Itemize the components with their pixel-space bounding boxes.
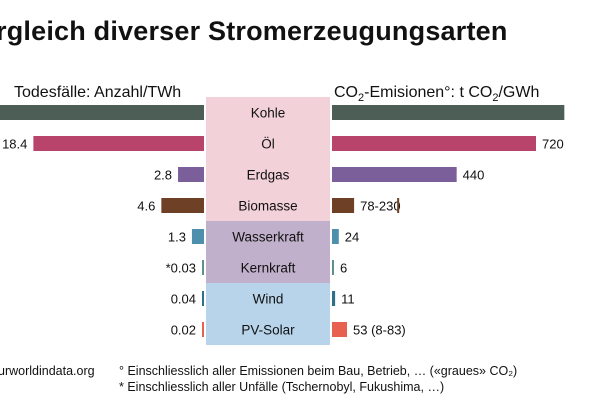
left-axis-title: Todesfälle: Anzahl/TWh [14, 84, 182, 101]
death-value-pv-solar: 0.02 [171, 323, 196, 338]
co2-bar-kohle [332, 105, 565, 120]
co2-bar--l [332, 136, 536, 151]
death-bar-wind [202, 291, 204, 306]
category-box-kernkraft [206, 252, 330, 283]
co2-bar-kernkraft [332, 260, 334, 275]
co2-range-marker-biomasse [397, 198, 400, 213]
death-bar--l [33, 136, 204, 151]
co2-value-pv-solar: 53 (8-83) [353, 323, 406, 338]
category-label-wind: Wind [253, 292, 284, 307]
death-bar-pv-solar [202, 322, 204, 337]
category-label-biomasse: Biomasse [238, 199, 297, 214]
death-value--l: 18.4 [2, 137, 27, 152]
category-label-erdgas: Erdgas [247, 168, 290, 183]
co2-value-kernkraft: 6 [340, 261, 347, 276]
category-box-kohle [206, 97, 330, 128]
death-bar-kohle [0, 105, 204, 120]
category-box-erdgas [206, 159, 330, 190]
category-label-kernkraft: Kernkraft [241, 261, 296, 276]
category-label-wasserkraft: Wasserkraft [232, 230, 304, 245]
category-box--l [206, 128, 330, 159]
death-value-kernkraft: *0.03 [166, 261, 196, 276]
death-bar-kernkraft [202, 260, 204, 275]
category-box-biomasse [206, 190, 330, 221]
co2-bar-pv-solar [332, 322, 348, 337]
category-box-wind [206, 283, 330, 314]
chart-title: rgleich diverser Stromerzeugungsarten [0, 16, 508, 46]
co2-bar-wind [332, 291, 336, 306]
co2-value-biomasse: 78-230 [360, 199, 400, 214]
co2-bar-biomasse [332, 198, 355, 213]
death-bar-wasserkraft [191, 229, 204, 244]
category-label-pv-solar: PV-Solar [241, 323, 295, 338]
co2-value--l: 720 [542, 137, 564, 152]
category-box-wasserkraft [206, 221, 330, 252]
co2-bar-wasserkraft [332, 229, 339, 244]
footnote-accidents: * Einschliesslich aller Unfälle (Tschern… [119, 380, 445, 394]
co2-value-erdgas: 440 [463, 168, 485, 183]
death-value-biomasse: 4.6 [137, 199, 155, 214]
source-note: urworldindata.org [0, 364, 95, 378]
death-bar-erdgas [178, 167, 204, 182]
death-value-wasserkraft: 1.3 [168, 230, 186, 245]
footnote-emissions: ° Einschliesslich aller Emissionen beim … [119, 364, 518, 378]
category-label-kohle: Kohle [251, 106, 286, 121]
death-bar-biomasse [161, 198, 204, 213]
co2-value-wasserkraft: 24 [345, 230, 359, 245]
category-label--l: Öl [261, 137, 275, 152]
category-box-pv-solar [206, 314, 330, 345]
death-value-wind: 0.04 [171, 292, 196, 307]
co2-value-wind: 11 [341, 292, 355, 307]
right-axis-title: CO2-Emisionen°: t CO2/GWh [334, 84, 540, 105]
co2-bar-erdgas [332, 167, 457, 182]
death-value-erdgas: 2.8 [154, 168, 172, 183]
